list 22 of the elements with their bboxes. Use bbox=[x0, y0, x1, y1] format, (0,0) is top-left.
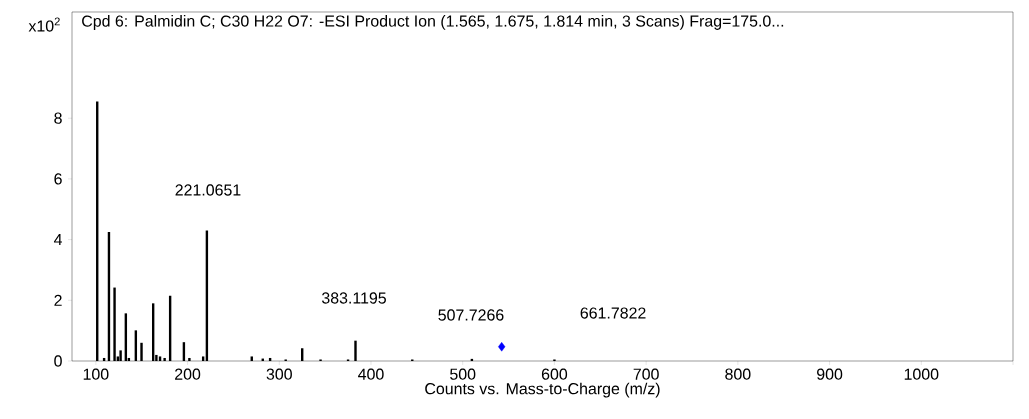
y-tick-label: 2 bbox=[54, 294, 62, 306]
annotation: 221.0651 bbox=[175, 184, 241, 196]
x-tick-label: 400 bbox=[358, 368, 384, 380]
y-axis-title: x10$^{2}$ bbox=[28, 17, 60, 32]
y-tick-label: 0 bbox=[54, 355, 62, 367]
x-tick-label: 700 bbox=[633, 368, 659, 380]
annotation: 383.1195 bbox=[321, 292, 386, 304]
x-tick-label: 500 bbox=[450, 368, 476, 380]
x-tick-label: 100 bbox=[83, 368, 109, 380]
x-tick-label: 200 bbox=[175, 368, 201, 380]
x-tick-label: 800 bbox=[725, 368, 751, 380]
y-tick-label: 4 bbox=[53, 234, 63, 246]
chart-title: Cpd 6: Palmidin C; C30 H22 O7: -ESI Product Ion (1.565, 1.675, 1.814 min, 3 Scans) Frag=175.0... bbox=[82, 15, 784, 30]
annotation: 507.7266 bbox=[438, 309, 504, 321]
x-tick-label: 900 bbox=[817, 368, 843, 380]
x-axis-title: Counts vs. Mass-to-Charge (m/z) bbox=[425, 382, 660, 398]
x-tick-label: 600 bbox=[541, 368, 568, 380]
x-tick-label: 1000 bbox=[904, 368, 939, 380]
annotation: 661.7822 bbox=[580, 307, 646, 319]
y-tick-label: 6 bbox=[54, 173, 62, 185]
x-tick-label: 300 bbox=[266, 368, 292, 380]
y-tick-label: 8 bbox=[54, 112, 62, 124]
